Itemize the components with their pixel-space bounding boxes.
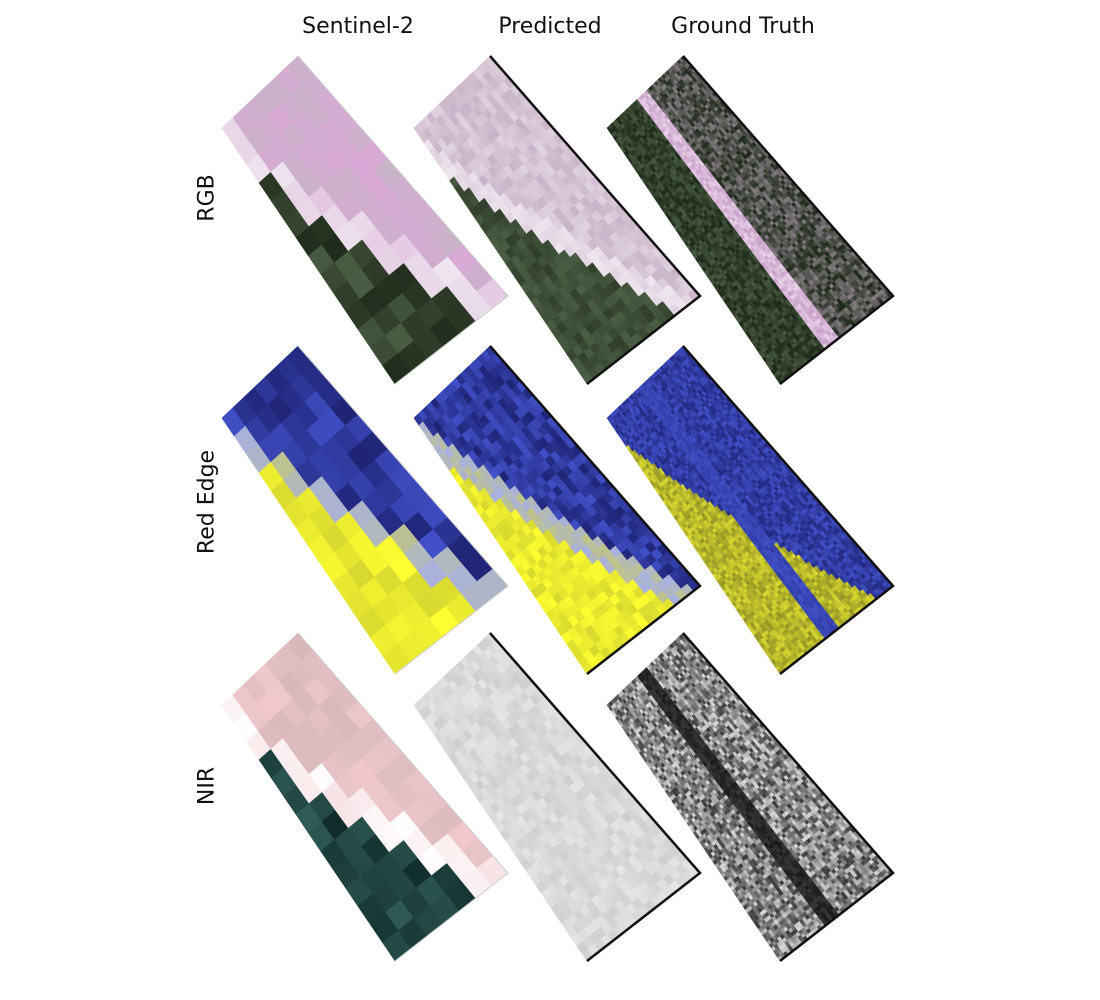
panel-nir-ground_truth <box>606 632 895 962</box>
panel-edge-red_edge-ground_truth <box>682 345 895 675</box>
column-title-sentinel2: Sentinel-2 <box>302 14 414 39</box>
panel-edge-nir-predicted <box>489 632 702 962</box>
panel-edge-rgb-predicted <box>489 55 702 385</box>
panel-red_edge-sentinel2 <box>221 345 509 675</box>
panel-edge-nir-ground_truth <box>682 632 895 962</box>
panel-red_edge-predicted <box>413 345 702 675</box>
panel-rgb-ground_truth <box>606 55 895 385</box>
panel-red_edge-ground_truth <box>606 345 895 675</box>
panel-rgb-predicted <box>413 55 702 385</box>
panel-edge-nir-sentinel2 <box>297 632 509 962</box>
panel-nir-predicted <box>413 632 702 962</box>
column-title-predicted: Predicted <box>498 14 602 39</box>
column-title-ground-truth: Ground Truth <box>671 14 815 39</box>
panel-edge-red_edge-sentinel2 <box>297 345 509 675</box>
panel-edge-rgb-ground_truth <box>682 55 895 385</box>
panel-nir-sentinel2 <box>221 632 509 962</box>
panel-edge-rgb-sentinel2 <box>297 55 509 385</box>
panel-rgb-sentinel2 <box>221 55 509 385</box>
panel-edge-red_edge-predicted <box>489 345 702 675</box>
